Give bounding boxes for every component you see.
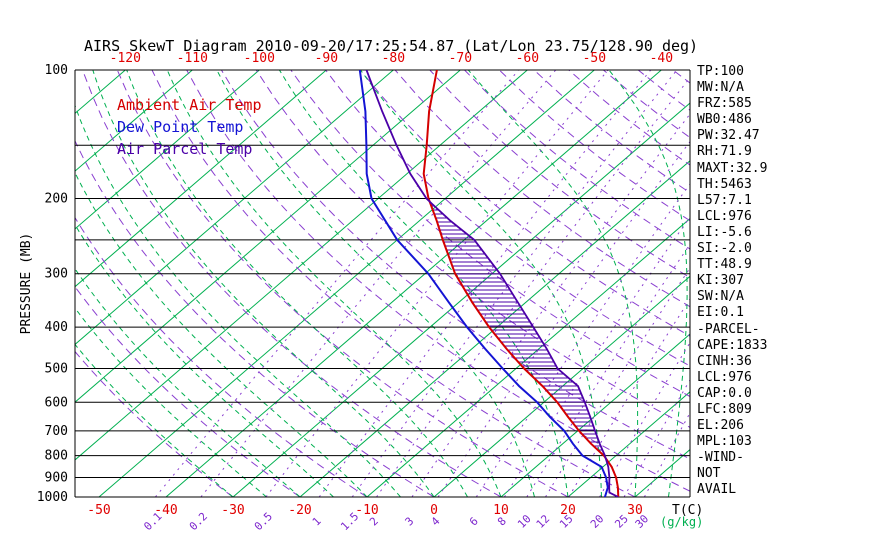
stat-cape: CAPE:1833 [697, 337, 768, 353]
svg-text:-50: -50 [87, 503, 110, 518]
stat-mw: MW:N/A [697, 80, 744, 96]
stat-parcel: -PARCEL- [697, 321, 760, 337]
svg-text:12: 12 [534, 512, 553, 531]
svg-text:0: 0 [430, 503, 438, 518]
pressure-axis-title: PRESSURE (MB) [19, 233, 34, 335]
ambient-temp-curve [422, 70, 620, 497]
stat-wb0: WB0:486 [697, 112, 752, 128]
svg-text:0.2: 0.2 [187, 510, 210, 533]
dewpoint-temp-curve [358, 70, 609, 497]
svg-text:-50: -50 [583, 51, 606, 66]
svg-text:-20: -20 [288, 503, 311, 518]
stat-wind: -WIND- [697, 450, 744, 466]
svg-text:-80: -80 [382, 51, 405, 66]
chart-title: AIRS SkewT Diagram 2010-09-20/17:25:54.8… [84, 37, 699, 55]
stat-pw: PW:32.47 [697, 128, 760, 144]
svg-text:-10: -10 [355, 503, 378, 518]
pressure-axis-labels: 100 200 300 400 500 600 700 800 900 1000 [37, 63, 68, 505]
stat-mpl: MPL:103 [697, 434, 752, 450]
legend-item-ambient: Ambient Air Temp [117, 96, 262, 114]
stat-rh: RH:71.9 [697, 144, 752, 160]
stat-frz: FRZ:585 [697, 96, 752, 112]
pressure-gridlines [74, 69, 691, 498]
svg-text:600: 600 [45, 395, 68, 410]
svg-text:900: 900 [45, 470, 68, 485]
stat-avail: AVAIL [697, 482, 737, 498]
svg-text:300: 300 [45, 267, 68, 282]
svg-text:-110: -110 [177, 51, 208, 66]
svg-text:10: 10 [515, 512, 534, 531]
svg-text:-40: -40 [650, 51, 673, 66]
svg-text:-100: -100 [244, 51, 275, 66]
svg-text:1000: 1000 [37, 490, 68, 505]
stat-ei: EI:0.1 [697, 305, 744, 321]
svg-text:500: 500 [45, 361, 68, 376]
stats-panel: TP:100 MW:N/A FRZ:585 WB0:486 PW:32.47 RH:71.… [697, 64, 767, 499]
mixing-ratio-unit-label: (g/kg) [660, 515, 703, 529]
svg-text:400: 400 [45, 320, 68, 335]
stat-tp: TP:100 [697, 64, 744, 79]
stat-not: NOT [697, 466, 721, 482]
svg-text:6: 6 [467, 515, 481, 529]
svg-text:1: 1 [310, 515, 324, 529]
svg-text:800: 800 [45, 449, 68, 464]
svg-text:-70: -70 [449, 51, 472, 66]
svg-text:-120: -120 [110, 51, 141, 66]
svg-text:20: 20 [588, 512, 607, 531]
stat-lcl: LCL:976 [697, 369, 752, 385]
bottom-temp-axis-labels: -50 -40 -30 -20 -10 0 10 20 30 [87, 503, 643, 518]
legend-item-parcel: Air Parcel Temp [117, 140, 253, 158]
svg-text:-40: -40 [154, 503, 177, 518]
stat-cinh: CINH:36 [697, 353, 752, 369]
svg-text:-30: -30 [221, 503, 244, 518]
top-temp-axis-labels: -120 -110 -100 -90 -80 -70 -60 -50 -40 [110, 51, 673, 66]
stat-li: LI:-5.6 [697, 224, 752, 240]
stat-sw: SW:N/A [697, 289, 744, 305]
legend-item-dewpoint: Dew Point Temp [117, 118, 244, 136]
svg-text:200: 200 [45, 192, 68, 207]
svg-text:700: 700 [45, 424, 68, 439]
svg-text:10: 10 [493, 503, 509, 518]
stat-maxt: MAXT:32.9 [697, 160, 768, 176]
svg-text:20: 20 [560, 503, 576, 518]
svg-text:3: 3 [403, 515, 417, 529]
svg-text:-60: -60 [516, 51, 539, 66]
stat-si: SI:-2.0 [697, 241, 752, 257]
svg-text:30: 30 [627, 503, 643, 518]
stat-lfc: LFC:809 [697, 401, 752, 417]
stat-ki: KI:307 [697, 273, 744, 289]
stat-lcl: LCL:976 [697, 208, 752, 224]
stat-el: EL:206 [697, 418, 744, 434]
stat-tt: TT:48.9 [697, 257, 752, 273]
cape-hatch-area [430, 204, 606, 458]
stat-cap: CAP:0.0 [697, 385, 752, 401]
svg-text:-90: -90 [315, 51, 338, 66]
svg-text:0.5: 0.5 [252, 510, 275, 533]
stat-l57: L57:7.1 [697, 192, 752, 208]
stat-th: TH:5463 [697, 176, 752, 192]
svg-text:100: 100 [45, 63, 68, 78]
parcel-temp-curve [365, 70, 619, 497]
chart-legend: Ambient Air Temp Dew Point Temp Air Parcel… [117, 94, 262, 160]
temp-unit-label: T(C) [672, 503, 703, 518]
